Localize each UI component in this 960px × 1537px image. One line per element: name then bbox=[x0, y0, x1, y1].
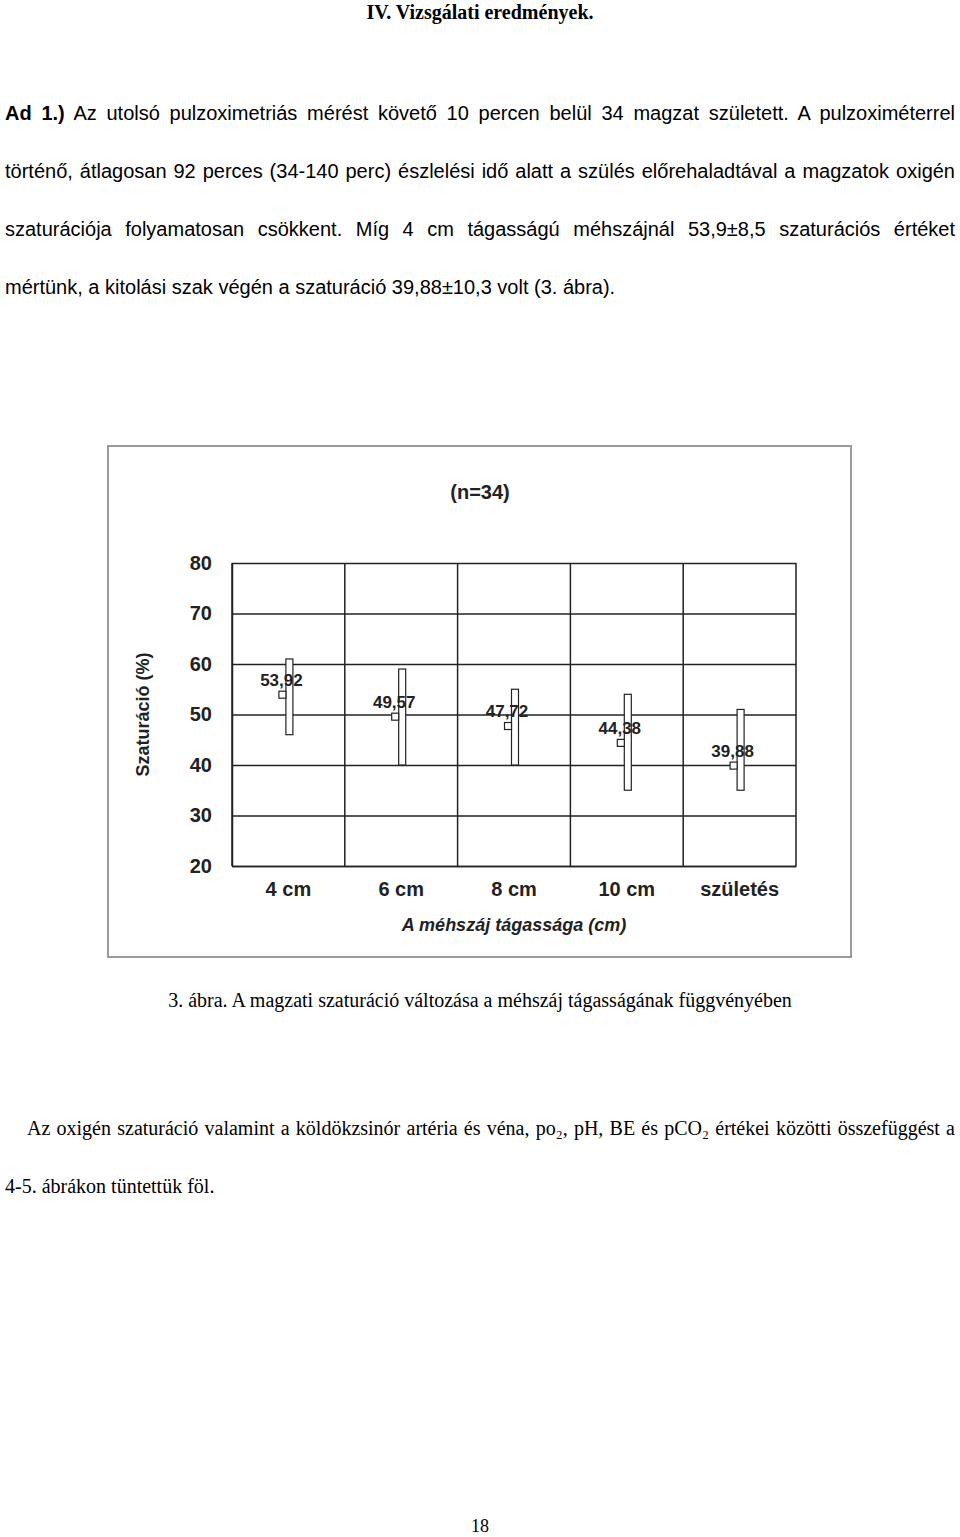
space bbox=[65, 102, 74, 124]
y-tick-label: 50 bbox=[190, 703, 212, 725]
paragraph: Az oxigén szaturáció valamint a köldökzs… bbox=[5, 1099, 955, 1215]
range-bar bbox=[399, 669, 406, 765]
y-tick: 20 bbox=[190, 855, 796, 877]
chart-title: (n=34) bbox=[450, 481, 509, 503]
y-tick-label: 30 bbox=[190, 804, 212, 826]
y-tick: 70 bbox=[190, 602, 796, 624]
data-label: 44,38 bbox=[599, 719, 642, 738]
x-tick: születés bbox=[700, 866, 779, 900]
paragraph: Ad 1.) Az utolsó pulzoximetriás mérést k… bbox=[5, 84, 955, 316]
grid-line bbox=[232, 815, 796, 817]
y-tick-label: 60 bbox=[190, 653, 212, 675]
x-tick: 10 cm bbox=[598, 866, 655, 900]
data-labels: 53,92 49,57 47,72 44,38 39,88 bbox=[260, 671, 754, 761]
caption: 3. ábra. A magzati szaturáció változása … bbox=[0, 987, 960, 1013]
data-label: 53,92 bbox=[260, 671, 303, 690]
y-axis-title: Szaturáció (%) bbox=[133, 652, 153, 776]
y-tick: 80 bbox=[190, 552, 796, 574]
grid-line bbox=[232, 613, 796, 615]
marks bbox=[279, 659, 744, 790]
mean-marker bbox=[505, 723, 512, 730]
y-tick-label: 80 bbox=[190, 552, 212, 574]
column-separators bbox=[232, 563, 796, 866]
heading: IV. Vizsgálati eredmények. bbox=[0, 0, 960, 24]
grid-line bbox=[232, 866, 796, 868]
grid-line bbox=[232, 664, 796, 666]
y-axis: 20 30 40 50 60 70 80 bbox=[190, 552, 796, 877]
x-tick: 4 cm bbox=[266, 866, 312, 900]
y-tick-label: 20 bbox=[190, 855, 212, 877]
x-tick: 6 cm bbox=[378, 866, 424, 900]
data-label: 49,57 bbox=[373, 693, 416, 712]
x-tick: 8 cm bbox=[491, 866, 537, 900]
x-tick-label: születés bbox=[700, 878, 779, 900]
x-axis: 4 cm 6 cm 8 cm 10 cm születés bbox=[233, 866, 797, 900]
mean-marker bbox=[730, 762, 737, 769]
y-tick: 40 bbox=[190, 754, 796, 776]
y-tick-label: 40 bbox=[190, 754, 212, 776]
x-tick-label: 6 cm bbox=[378, 878, 424, 900]
chart: 20 30 40 50 60 70 80 4 cm 6 cm 8 cm 10 cm születés 5… bbox=[107, 445, 852, 958]
x-tick-label: 4 cm bbox=[266, 878, 312, 900]
range-bar bbox=[512, 689, 519, 765]
mean-marker bbox=[617, 739, 624, 746]
mean-marker bbox=[279, 691, 286, 698]
y-tick-label: 70 bbox=[190, 602, 212, 624]
y-tick: 30 bbox=[190, 804, 796, 826]
data-label: 47,72 bbox=[486, 702, 529, 721]
x-axis-line bbox=[233, 866, 797, 868]
paragraph-lead: Ad 1.) bbox=[5, 102, 65, 124]
grid-line bbox=[232, 563, 796, 565]
mean-marker bbox=[392, 713, 399, 720]
paragraph-text: Az utolsó pulzoximetriás mérést követő 1… bbox=[5, 102, 955, 298]
x-tick-label: 8 cm bbox=[491, 878, 537, 900]
page-number: 18 bbox=[0, 1516, 960, 1536]
chart-frame bbox=[108, 446, 851, 957]
data-label: 39,88 bbox=[711, 742, 754, 761]
range-bar bbox=[624, 694, 631, 790]
plot-area bbox=[232, 563, 796, 866]
x-tick-label: 10 cm bbox=[598, 878, 655, 900]
x-axis-title: A méhszáj tágassága (cm) bbox=[401, 915, 626, 935]
